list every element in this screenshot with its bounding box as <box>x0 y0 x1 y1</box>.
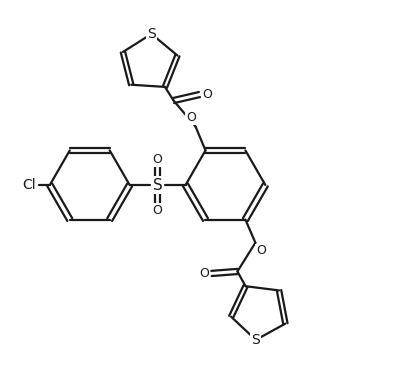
Text: S: S <box>251 333 260 347</box>
Text: O: O <box>202 88 212 101</box>
Text: O: O <box>186 111 196 124</box>
Text: O: O <box>153 153 162 166</box>
Text: O: O <box>153 204 162 217</box>
Text: O: O <box>256 244 266 257</box>
Text: O: O <box>199 267 209 280</box>
Text: S: S <box>147 27 156 41</box>
Text: Cl: Cl <box>22 178 36 192</box>
Text: S: S <box>153 178 162 193</box>
